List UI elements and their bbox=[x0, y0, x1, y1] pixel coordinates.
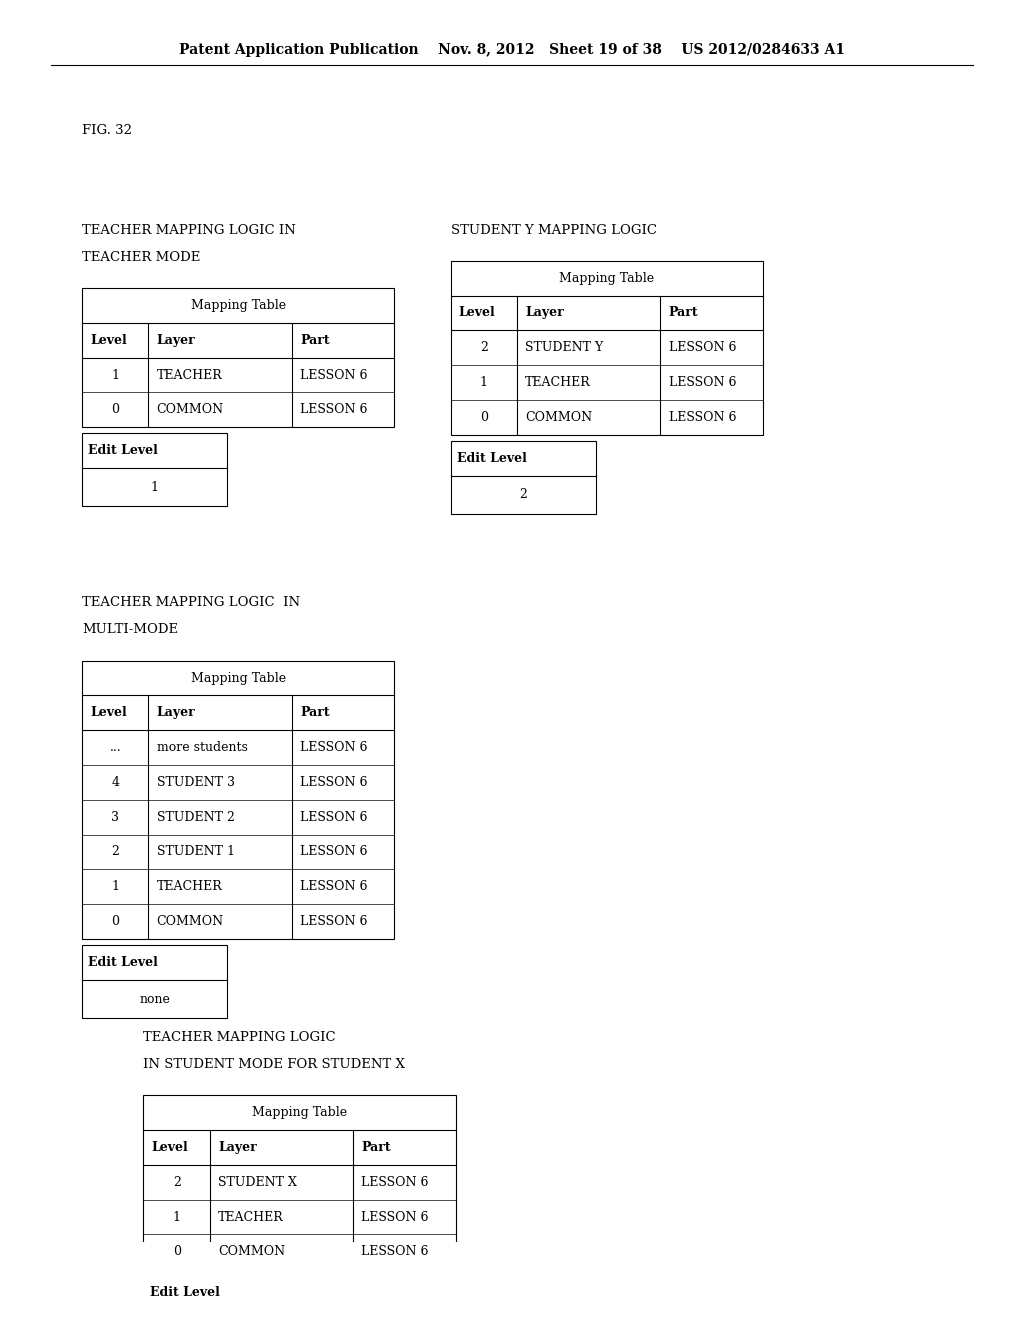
Text: LESSON 6: LESSON 6 bbox=[669, 342, 736, 354]
Text: Part: Part bbox=[669, 306, 698, 319]
Text: LESSON 6: LESSON 6 bbox=[669, 411, 736, 424]
Text: Level: Level bbox=[152, 1140, 188, 1154]
Text: COMMON: COMMON bbox=[157, 404, 224, 416]
Text: Edit Level: Edit Level bbox=[88, 445, 158, 457]
Text: TEACHER: TEACHER bbox=[157, 368, 222, 381]
Bar bbox=[82, 433, 227, 507]
Text: 0: 0 bbox=[173, 1245, 180, 1258]
Text: Layer: Layer bbox=[218, 1140, 257, 1154]
Text: LESSON 6: LESSON 6 bbox=[300, 880, 368, 894]
Text: STUDENT 3: STUDENT 3 bbox=[157, 776, 234, 789]
Text: COMMON: COMMON bbox=[157, 915, 224, 928]
Text: Level: Level bbox=[459, 306, 496, 319]
Text: LESSON 6: LESSON 6 bbox=[300, 368, 368, 381]
Text: STUDENT Y MAPPING LOGIC: STUDENT Y MAPPING LOGIC bbox=[451, 223, 656, 236]
Text: 3: 3 bbox=[112, 810, 119, 824]
Text: MULTI-MODE: MULTI-MODE bbox=[82, 623, 178, 636]
Text: Level: Level bbox=[90, 706, 127, 719]
Text: LESSON 6: LESSON 6 bbox=[300, 776, 368, 789]
Text: LESSON 6: LESSON 6 bbox=[361, 1245, 429, 1258]
Text: LESSON 6: LESSON 6 bbox=[669, 376, 736, 389]
Text: COMMON: COMMON bbox=[218, 1245, 286, 1258]
Text: Patent Application Publication    Nov. 8, 2012   Sheet 19 of 38    US 2012/02846: Patent Application Publication Nov. 8, 2… bbox=[179, 44, 845, 58]
Text: Layer: Layer bbox=[157, 334, 196, 347]
Text: LESSON 6: LESSON 6 bbox=[300, 741, 368, 754]
Bar bbox=[82, 288, 394, 428]
Text: LESSON 6: LESSON 6 bbox=[300, 846, 368, 858]
Text: Part: Part bbox=[361, 1140, 391, 1154]
Text: 0: 0 bbox=[112, 404, 119, 416]
Text: Edit Level: Edit Level bbox=[150, 1287, 219, 1299]
Text: 2: 2 bbox=[519, 488, 527, 502]
Text: none: none bbox=[139, 993, 170, 1006]
Text: TEACHER: TEACHER bbox=[157, 880, 222, 894]
Text: Mapping Table: Mapping Table bbox=[190, 300, 286, 312]
Bar bbox=[82, 945, 227, 1018]
Text: ...: ... bbox=[110, 741, 121, 754]
Text: 0: 0 bbox=[480, 411, 487, 424]
Text: COMMON: COMMON bbox=[525, 411, 593, 424]
Text: TEACHER MAPPING LOGIC: TEACHER MAPPING LOGIC bbox=[143, 1031, 336, 1044]
Text: TEACHER: TEACHER bbox=[525, 376, 591, 389]
Text: LESSON 6: LESSON 6 bbox=[300, 810, 368, 824]
Text: Part: Part bbox=[300, 706, 330, 719]
Text: 1: 1 bbox=[151, 480, 159, 494]
Text: LESSON 6: LESSON 6 bbox=[361, 1176, 429, 1189]
Text: Level: Level bbox=[90, 334, 127, 347]
Text: STUDENT X: STUDENT X bbox=[218, 1176, 297, 1189]
Text: TEACHER MAPPING LOGIC  IN: TEACHER MAPPING LOGIC IN bbox=[82, 597, 300, 609]
Text: STUDENT Y: STUDENT Y bbox=[525, 342, 603, 354]
Text: TEACHER MODE: TEACHER MODE bbox=[82, 251, 201, 264]
Text: Mapping Table: Mapping Table bbox=[559, 272, 654, 285]
Text: Mapping Table: Mapping Table bbox=[252, 1106, 347, 1119]
Text: TEACHER: TEACHER bbox=[218, 1210, 284, 1224]
Text: LESSON 6: LESSON 6 bbox=[300, 915, 368, 928]
Bar bbox=[451, 441, 596, 513]
Text: 1: 1 bbox=[173, 1210, 180, 1224]
Text: Layer: Layer bbox=[157, 706, 196, 719]
Text: Layer: Layer bbox=[525, 306, 564, 319]
Text: 2: 2 bbox=[112, 846, 119, 858]
Text: 2: 2 bbox=[173, 1176, 180, 1189]
Text: FIG. 32: FIG. 32 bbox=[82, 124, 132, 137]
Bar bbox=[82, 661, 394, 939]
Text: IN STUDENT MODE FOR STUDENT X: IN STUDENT MODE FOR STUDENT X bbox=[143, 1059, 406, 1071]
Text: more students: more students bbox=[157, 741, 248, 754]
Text: 1: 1 bbox=[112, 368, 119, 381]
Text: Part: Part bbox=[300, 334, 330, 347]
Text: TEACHER MAPPING LOGIC IN: TEACHER MAPPING LOGIC IN bbox=[82, 223, 296, 236]
Bar bbox=[143, 1096, 456, 1270]
Text: Edit Level: Edit Level bbox=[88, 956, 158, 969]
Text: 2: 2 bbox=[480, 342, 487, 354]
Bar bbox=[451, 261, 763, 434]
Text: 4: 4 bbox=[112, 776, 119, 789]
Text: LESSON 6: LESSON 6 bbox=[300, 404, 368, 416]
Text: 1: 1 bbox=[112, 880, 119, 894]
Text: LESSON 6: LESSON 6 bbox=[361, 1210, 429, 1224]
Bar bbox=[143, 1275, 289, 1320]
Text: STUDENT 2: STUDENT 2 bbox=[157, 810, 234, 824]
Text: 0: 0 bbox=[112, 915, 119, 928]
Text: STUDENT 1: STUDENT 1 bbox=[157, 846, 234, 858]
Text: 1: 1 bbox=[480, 376, 487, 389]
Text: Edit Level: Edit Level bbox=[457, 451, 526, 465]
Text: Mapping Table: Mapping Table bbox=[190, 672, 286, 685]
